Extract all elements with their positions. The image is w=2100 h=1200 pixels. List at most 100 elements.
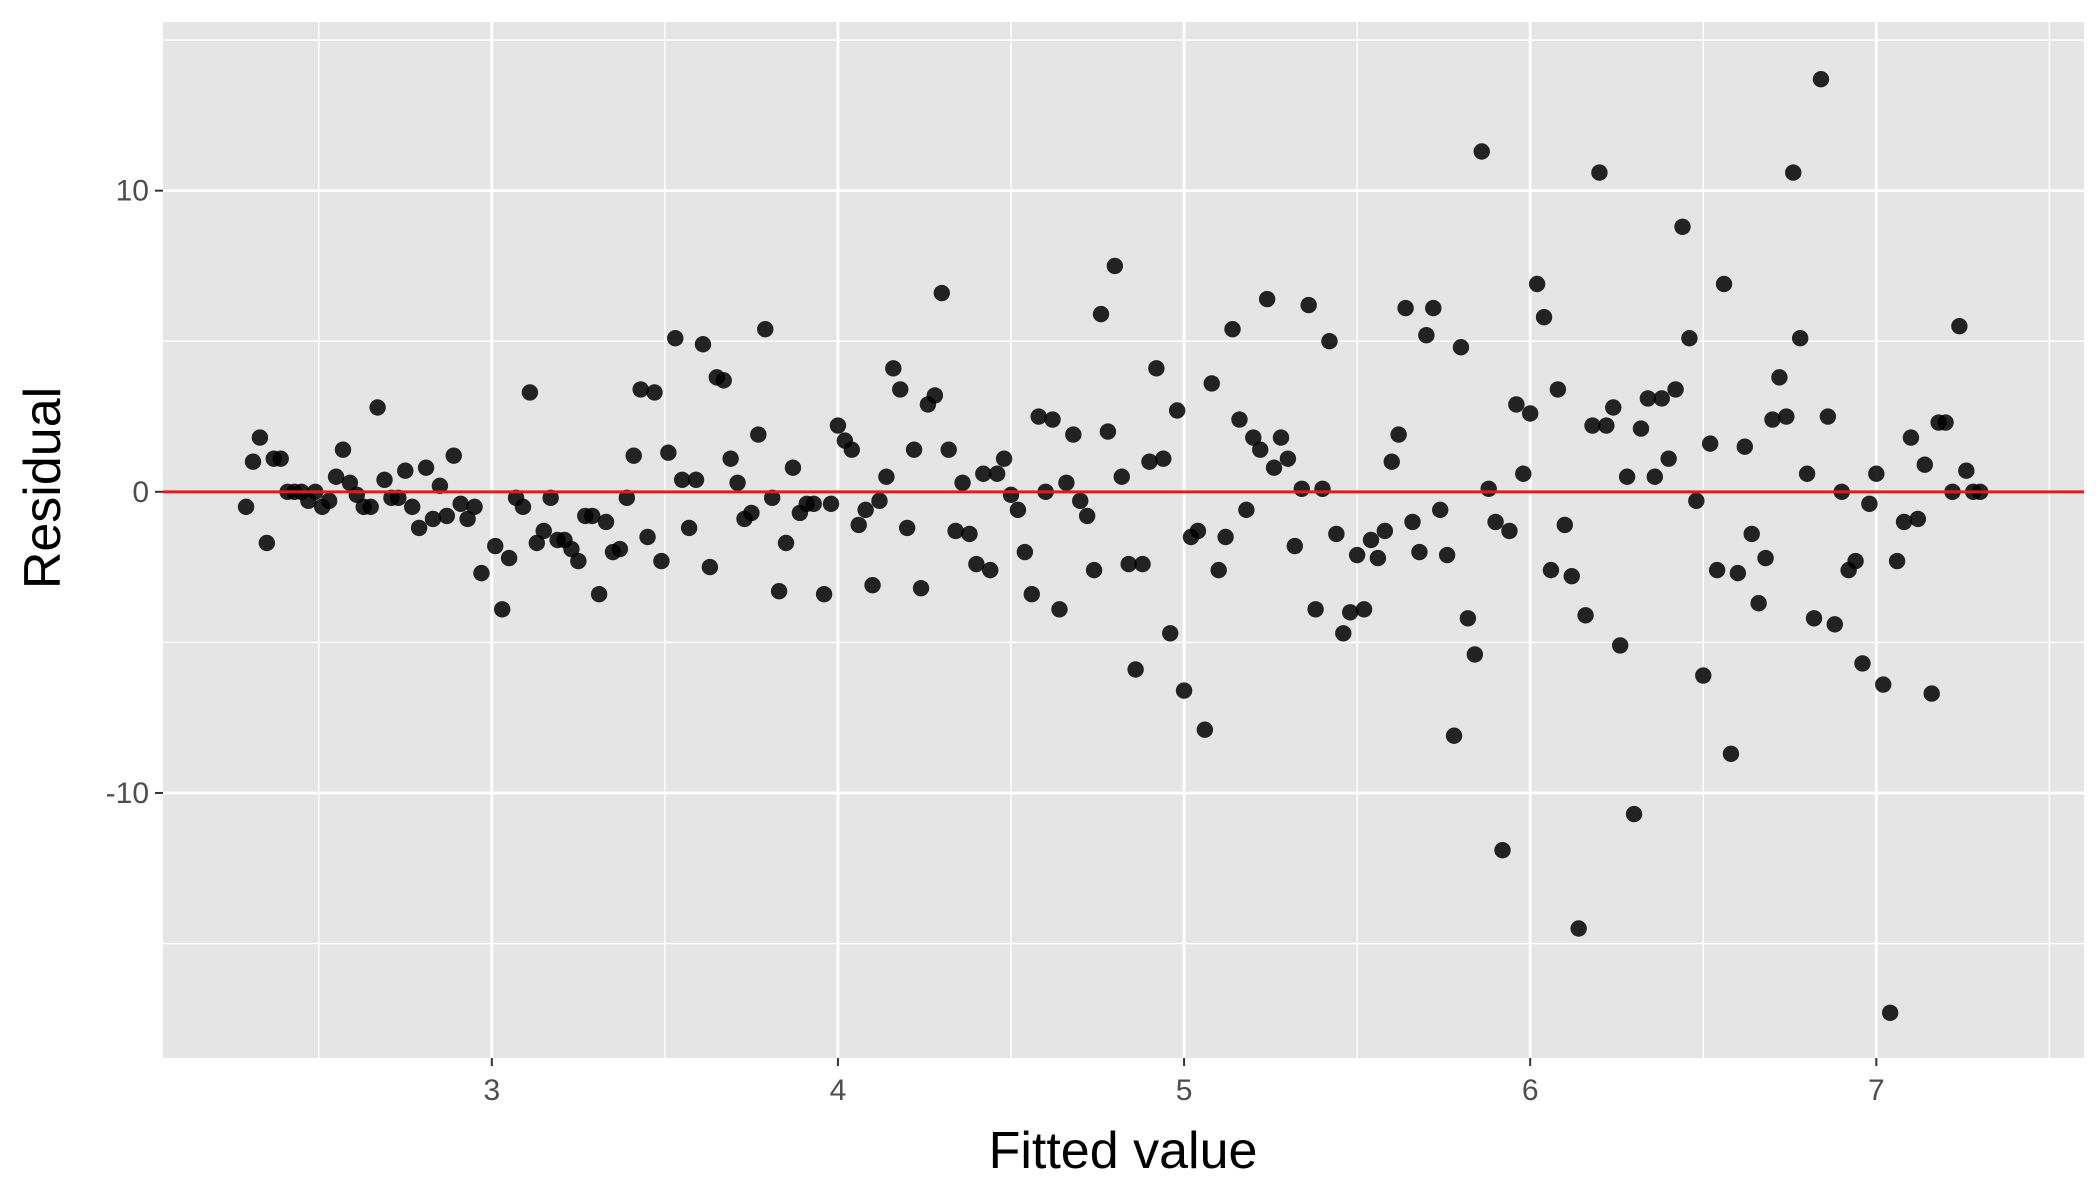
x-axis-title: Fitted value	[989, 1122, 1258, 1180]
data-point	[563, 540, 580, 558]
data-point	[1085, 561, 1103, 579]
data-point	[1168, 402, 1186, 419]
data-point	[1134, 555, 1151, 573]
data-point	[653, 552, 670, 570]
data-point	[1148, 360, 1165, 377]
data-point	[327, 468, 345, 485]
data-point	[763, 489, 781, 507]
y-axis-title: Residual	[14, 387, 72, 589]
data-point	[743, 504, 760, 522]
data-point	[1300, 296, 1317, 314]
data-point	[1272, 429, 1290, 446]
data-point	[1951, 317, 1968, 335]
data-point	[1563, 567, 1580, 585]
data-point	[1618, 468, 1636, 485]
data-point	[639, 528, 656, 546]
data-point	[1411, 543, 1428, 561]
data-point	[1535, 308, 1553, 326]
data-point	[1397, 299, 1414, 317]
data-point	[988, 465, 1006, 482]
data-point	[1611, 637, 1629, 654]
data-point	[1570, 920, 1587, 937]
data-point	[1764, 411, 1781, 428]
data-point	[667, 330, 684, 347]
data-point	[424, 510, 442, 528]
data-point	[1002, 486, 1020, 504]
x-tick-label: 3	[483, 1074, 500, 1107]
data-point	[1051, 601, 1068, 618]
data-point	[1425, 299, 1442, 317]
data-point	[1625, 805, 1643, 823]
data-point	[1265, 459, 1283, 476]
data-point	[898, 519, 916, 537]
data-point	[390, 489, 407, 507]
data-point	[1688, 492, 1705, 510]
data-point	[687, 471, 705, 488]
data-point	[1598, 417, 1615, 434]
data-point	[1065, 426, 1082, 443]
data-point	[597, 513, 615, 531]
data-point	[857, 501, 874, 519]
data-point	[1653, 390, 1670, 407]
data-point	[1632, 420, 1650, 437]
data-point	[431, 477, 449, 494]
data-point	[885, 360, 902, 377]
data-point	[376, 471, 393, 488]
data-point	[466, 498, 483, 516]
data-point	[933, 284, 950, 302]
data-point	[673, 471, 691, 488]
data-point	[1715, 275, 1733, 293]
data-point	[822, 495, 840, 513]
data-point	[1660, 450, 1677, 467]
data-point	[940, 441, 957, 458]
data-point	[694, 336, 712, 353]
data-point	[521, 384, 539, 401]
data-point	[680, 519, 698, 537]
data-point	[1785, 164, 1802, 181]
data-point	[722, 450, 739, 467]
data-point	[1501, 522, 1518, 540]
data-point	[1771, 369, 1788, 386]
axis-ticks	[155, 189, 1878, 1066]
data-point	[1058, 474, 1075, 491]
data-point	[1473, 143, 1490, 160]
data-point	[583, 507, 601, 525]
data-point	[1584, 417, 1601, 434]
data-point	[570, 552, 587, 570]
data-point	[1362, 531, 1380, 549]
data-point	[715, 372, 732, 389]
data-point	[1023, 586, 1040, 603]
data-points	[237, 71, 1989, 1022]
x-tick-label: 4	[830, 1074, 847, 1107]
data-point	[1549, 381, 1567, 398]
data-point	[1639, 390, 1657, 407]
data-point	[1196, 721, 1214, 738]
data-point	[1881, 1004, 1899, 1022]
data-point	[1528, 275, 1546, 293]
data-point	[1238, 501, 1255, 519]
data-point	[1078, 507, 1096, 525]
data-point	[1286, 537, 1304, 555]
data-point	[1009, 501, 1027, 519]
data-point	[660, 444, 677, 461]
data-point	[1466, 646, 1484, 663]
minor-gridlines	[163, 22, 2084, 1058]
data-point	[1072, 492, 1089, 510]
data-point	[1937, 414, 1954, 431]
data-point	[1106, 257, 1124, 275]
data-point	[1674, 218, 1691, 235]
data-point	[995, 450, 1013, 467]
data-point	[750, 426, 767, 443]
data-point	[1667, 381, 1684, 398]
data-point	[1175, 682, 1193, 699]
data-point	[1646, 468, 1664, 485]
data-point	[1895, 513, 1913, 531]
data-point	[445, 447, 462, 464]
x-tick-label: 5	[1176, 1074, 1193, 1107]
data-point	[1861, 495, 1878, 513]
y-tick-label: 10	[116, 175, 149, 208]
data-point	[514, 498, 532, 516]
data-point	[1487, 513, 1504, 531]
data-point	[1916, 456, 1933, 473]
data-point	[1847, 552, 1864, 570]
